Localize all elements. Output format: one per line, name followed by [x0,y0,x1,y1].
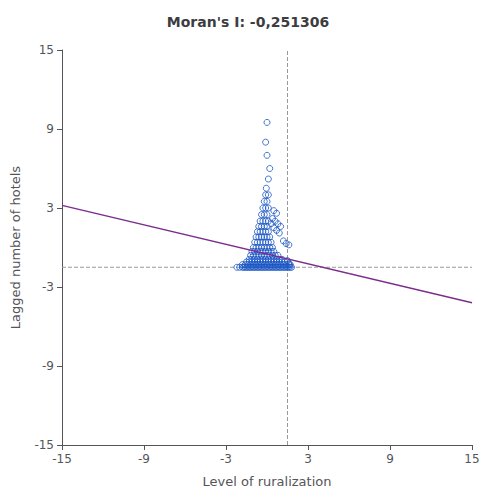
svg-text:Lagged number of hotels: Lagged number of hotels [8,166,23,330]
svg-text:Level of ruralization: Level of ruralization [203,474,332,489]
svg-text:-9: -9 [42,359,54,373]
svg-text:-3: -3 [42,280,54,294]
svg-text:3: 3 [46,201,54,215]
svg-text:-15: -15 [52,452,72,466]
svg-text:-3: -3 [220,452,232,466]
svg-text:15: 15 [464,452,479,466]
svg-text:9: 9 [386,452,394,466]
svg-text:Moran's I: -0,251306: Moran's I: -0,251306 [167,14,329,30]
svg-text:9: 9 [46,122,54,136]
svg-text:-15: -15 [34,438,54,452]
svg-text:3: 3 [304,452,312,466]
svg-text:-9: -9 [138,452,150,466]
svg-text:15: 15 [39,43,54,57]
